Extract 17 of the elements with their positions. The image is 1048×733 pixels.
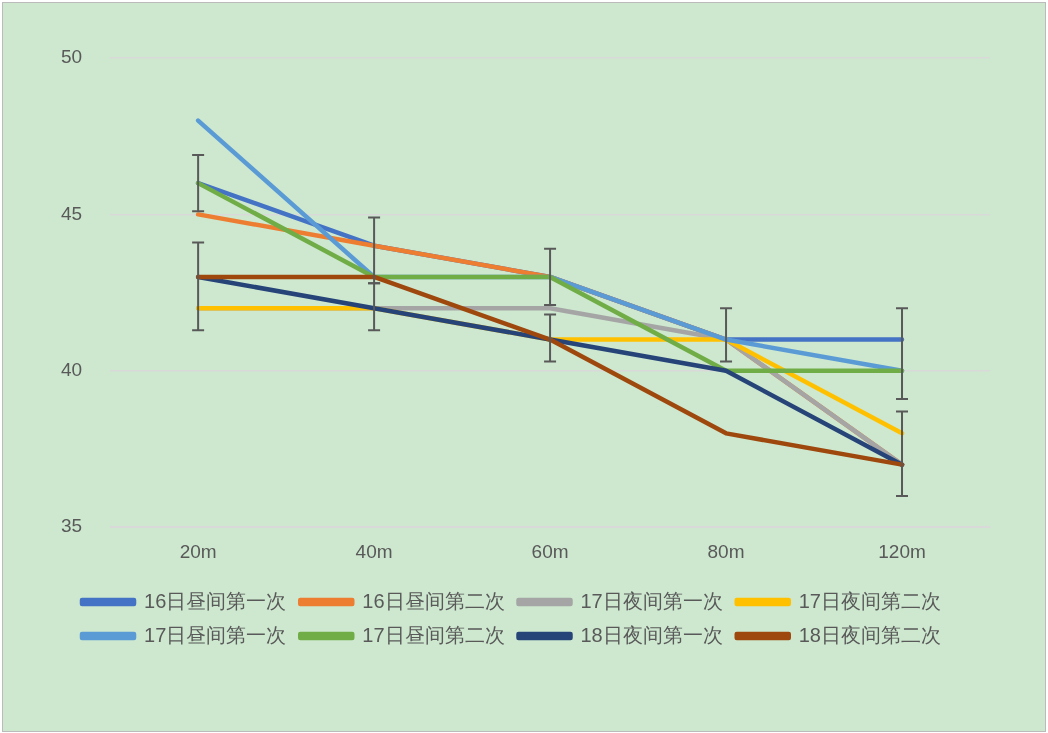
y-tick-label: 45 <box>60 202 83 224</box>
legend-label: 16日昼间第一次 <box>144 589 287 612</box>
legend-label: 17日昼间第一次 <box>144 623 287 646</box>
y-tick-label: 35 <box>60 515 83 537</box>
legend-label: 17日昼间第二次 <box>362 623 505 646</box>
legend-label: 17日夜间第一次 <box>580 589 723 612</box>
x-tick-label: 40m <box>355 540 393 562</box>
y-tick-label: 40 <box>60 359 83 381</box>
legend-label: 18日夜间第一次 <box>580 623 723 646</box>
legend-label: 17日夜间第二次 <box>798 589 941 612</box>
x-tick-label: 120m <box>878 540 926 562</box>
x-tick-label: 20m <box>179 540 217 562</box>
y-tick-label: 50 <box>60 46 83 68</box>
x-tick-label: 60m <box>531 540 569 562</box>
legend-label: 16日昼间第二次 <box>362 589 505 612</box>
legend-label: 18日夜间第二次 <box>798 623 941 646</box>
x-tick-label: 80m <box>707 540 745 562</box>
